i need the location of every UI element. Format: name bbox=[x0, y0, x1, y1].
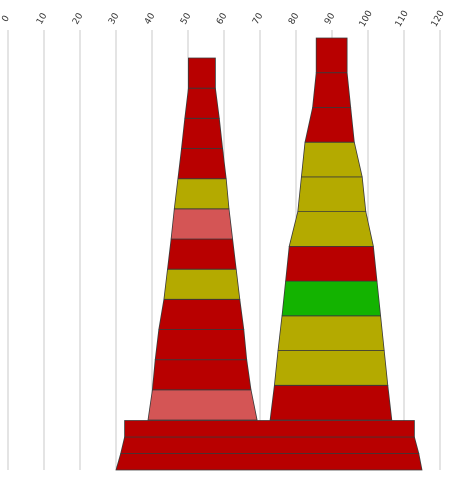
x-tick-label: 70 bbox=[251, 11, 266, 26]
right-cone-segment bbox=[269, 384, 393, 421]
x-tick-label: 120 bbox=[430, 9, 447, 29]
left-cone-segment bbox=[151, 359, 252, 391]
right-cone-segment bbox=[300, 141, 363, 178]
x-tick-label: 40 bbox=[143, 11, 158, 26]
left-cone-segment bbox=[184, 87, 220, 119]
right-cone-segment bbox=[315, 37, 348, 74]
right-cone-segment bbox=[285, 245, 378, 282]
left-cone-segment bbox=[167, 238, 237, 270]
right-cone-segment bbox=[281, 280, 382, 317]
base-bar-segment bbox=[115, 453, 423, 471]
left-cone-segment bbox=[181, 117, 224, 149]
right-cone-segment bbox=[273, 350, 389, 386]
right-cone-segment bbox=[304, 107, 355, 143]
x-tick-label: 10 bbox=[35, 11, 50, 26]
left-cone-segment bbox=[177, 148, 227, 180]
x-axis-tick-labels: 0 10 20 30 40 50 60 70 80 90 100 110 120 bbox=[1, 9, 448, 29]
left-cone-segment bbox=[147, 389, 258, 421]
right-cone-segment bbox=[277, 315, 385, 351]
x-tick-label: 110 bbox=[394, 9, 411, 29]
left-cone-segment bbox=[158, 298, 245, 330]
x-tick-label: 20 bbox=[71, 11, 86, 26]
x-tick-label: 30 bbox=[107, 11, 122, 26]
right-cone-segment bbox=[288, 211, 374, 247]
x-tick-label: 0 bbox=[1, 14, 13, 24]
right-cone-segment bbox=[312, 72, 352, 108]
left-cone-segment bbox=[173, 178, 230, 210]
left-cone-segment bbox=[154, 329, 248, 361]
base-bar-segment bbox=[124, 420, 415, 438]
x-tick-label: 60 bbox=[215, 11, 230, 26]
bars bbox=[115, 37, 423, 471]
left-cone-segment bbox=[170, 208, 234, 240]
x-tick-label: 50 bbox=[179, 11, 194, 26]
x-tick-label: 90 bbox=[323, 11, 338, 26]
left-cone-segment bbox=[187, 57, 216, 89]
x-tick-label: 80 bbox=[287, 11, 302, 26]
right-cone-segment bbox=[297, 176, 367, 213]
x-tick-label: 100 bbox=[358, 9, 375, 29]
base-bar-segment bbox=[120, 436, 420, 454]
left-cone-segment bbox=[163, 268, 241, 300]
